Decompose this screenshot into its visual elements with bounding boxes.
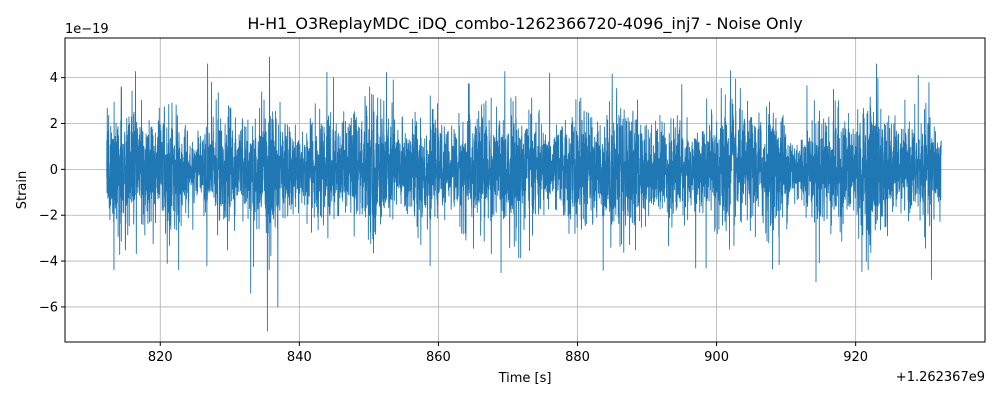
y-tick-label: 0: [50, 163, 58, 178]
x-tick-label: 920: [843, 350, 868, 365]
chart-title: H-H1_O3ReplayMDC_iDQ_combo-1262366720-40…: [247, 14, 802, 34]
x-tick-label: 840: [287, 350, 312, 365]
x-axis-ticks: 820 840 860 880 900 920: [148, 342, 868, 365]
series-layer: [106, 56, 942, 332]
y-tick-label: −4: [39, 255, 58, 270]
strain-series-line: [106, 56, 942, 332]
x-axis-label: Time [s]: [498, 371, 552, 386]
y-offset-text: 1e−19: [65, 22, 109, 37]
y-axis-ticks: −6 −4 −2 0 2 4: [39, 71, 65, 315]
axes-frame: [64, 37, 986, 343]
y-axis-label: Strain: [15, 171, 30, 210]
y-tick-label: −6: [39, 300, 58, 315]
y-tick-label: −2: [39, 209, 58, 224]
y-tick-label: 4: [50, 71, 58, 86]
x-tick-label: 880: [565, 350, 590, 365]
x-tick-label: 860: [426, 350, 451, 365]
x-tick-label: 900: [704, 350, 729, 365]
y-tick-label: 2: [50, 117, 58, 132]
x-tick-label: 820: [148, 350, 173, 365]
grid-lines: [65, 38, 985, 342]
x-offset-text: +1.262367e9: [896, 370, 985, 385]
